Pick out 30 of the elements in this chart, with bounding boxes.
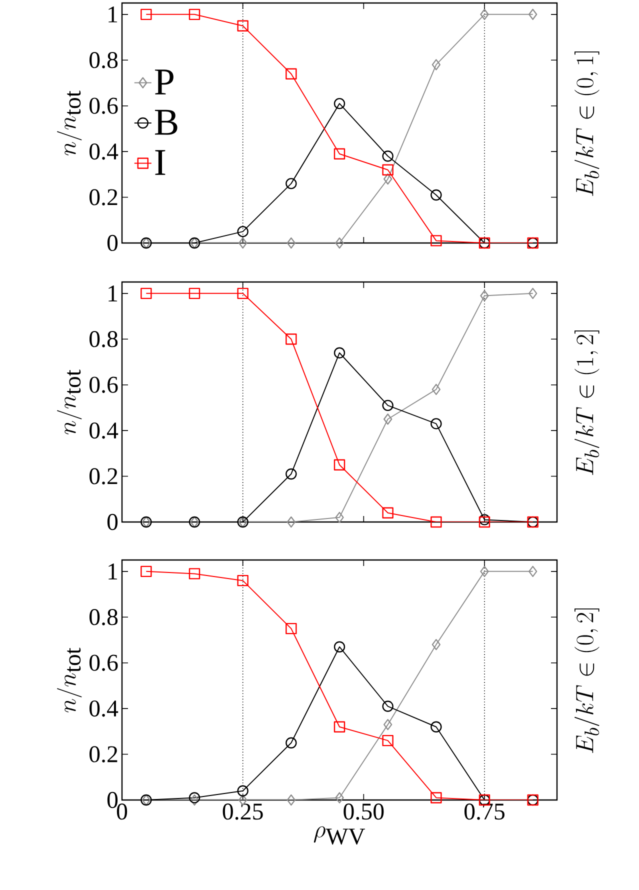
y-tick-label: 0.6 [90,98,118,114]
y-tick-label: 0.8 [90,331,118,348]
y-tick-label: 0.4 [90,143,118,160]
y-tick-label: 0 [107,234,118,252]
y-tick-label: 1 [108,564,118,580]
y-tick-label: 0.2 [90,189,118,206]
y-tick-label: 0.2 [90,746,118,762]
y-tick-label: 1 [108,6,118,22]
y-tick-label: 0.4 [90,422,118,439]
y-tick-label: 0.8 [90,52,118,68]
x-tick-label: 0.25 [222,804,263,820]
x-axis-title: $\rho_{\mathrm{WV}}$ [314,826,365,845]
x-tick-label: 0.50 [344,804,384,820]
y-axis-title: $n/n_{\mathrm{tot}}$ [57,648,82,712]
legend-label: B [154,110,178,135]
y-tick-label: 0.6 [90,654,118,671]
y-tick-label: 1 [108,286,118,302]
y-axis-title: $n/n_{\mathrm{tot}}$ [57,370,82,434]
legend-label: I [155,150,166,175]
y-tick-label: 0 [107,792,118,808]
y2-axis-title: $E_b/kT \in (1,2]$ [574,330,600,476]
y-tick-label: 0.2 [90,468,118,484]
y-tick-label: 0.6 [90,376,118,393]
legend-label: P [154,70,174,94]
y-axis-title: $n/n_{\mathrm{tot}}$ [57,90,82,156]
y2-axis-title: $E_b/kT \in (0,1]$ [574,51,600,196]
y-tick-label: 0.4 [90,700,118,717]
y-tick-label: 0.8 [90,609,118,626]
y-tick-label: 0 [107,514,118,530]
y2-axis-title: $E_b/kT \in (0,2]$ [574,608,600,754]
